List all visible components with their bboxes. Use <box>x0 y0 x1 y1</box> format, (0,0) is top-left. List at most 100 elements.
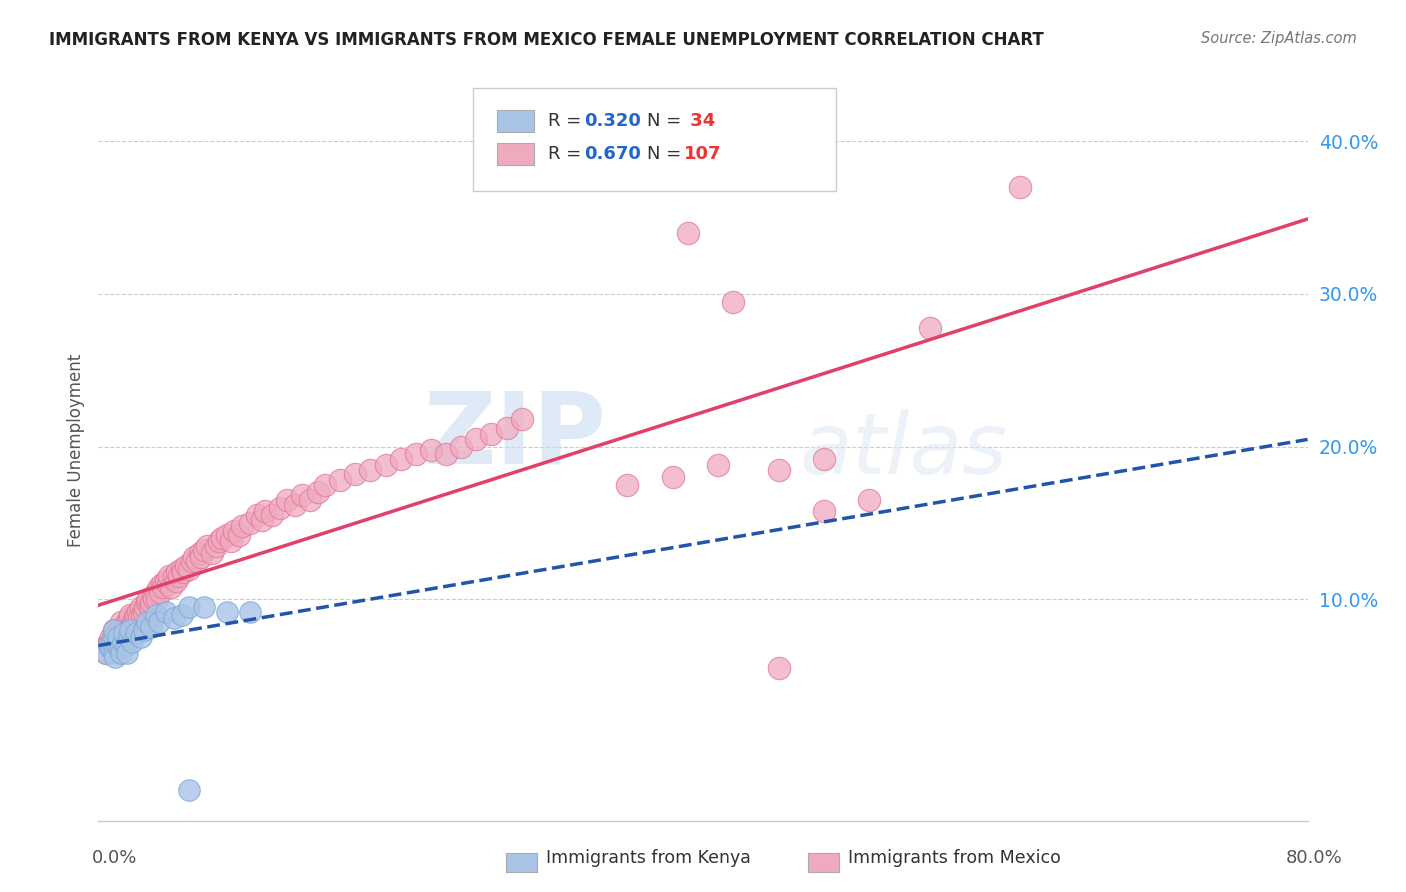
Point <box>112 626 135 640</box>
Point <box>813 451 835 466</box>
Point <box>111 635 134 649</box>
Point <box>101 635 124 649</box>
Point <box>112 620 135 634</box>
Text: R =: R = <box>548 145 588 163</box>
Point <box>165 574 187 588</box>
Point <box>100 641 122 656</box>
Point <box>186 554 208 568</box>
Point <box>616 478 638 492</box>
Text: atlas: atlas <box>800 409 1008 492</box>
Point <box>131 607 153 622</box>
Point <box>120 607 142 622</box>
FancyBboxPatch shape <box>474 87 837 191</box>
Point <box>661 470 683 484</box>
Point <box>193 599 215 614</box>
Point <box>107 635 129 649</box>
Point <box>152 580 174 594</box>
Point <box>148 615 170 630</box>
Point <box>122 615 145 630</box>
Point <box>231 519 253 533</box>
Point <box>110 615 132 630</box>
Point <box>141 620 163 634</box>
Point <box>103 623 125 637</box>
Point <box>170 607 193 622</box>
Point <box>146 592 169 607</box>
Point <box>100 631 122 645</box>
Point <box>139 599 162 614</box>
Point <box>103 623 125 637</box>
Point <box>707 458 730 472</box>
Point <box>262 508 284 523</box>
Point <box>174 558 197 573</box>
Point <box>1010 180 1032 194</box>
Point <box>215 528 238 542</box>
Point <box>269 500 291 515</box>
Point <box>111 626 134 640</box>
Text: 80.0%: 80.0% <box>1286 849 1343 867</box>
Text: N =: N = <box>647 145 688 163</box>
Text: R =: R = <box>548 112 588 130</box>
Point <box>465 432 488 446</box>
Point <box>132 605 155 619</box>
Point <box>115 646 138 660</box>
Point <box>108 623 131 637</box>
Point <box>114 623 136 637</box>
Point <box>276 493 298 508</box>
Point <box>135 595 157 609</box>
Point <box>239 605 262 619</box>
Point <box>121 620 143 634</box>
Point <box>284 498 307 512</box>
Point <box>172 565 194 579</box>
Point <box>134 599 156 614</box>
Point <box>221 534 243 549</box>
Point <box>110 631 132 645</box>
Point <box>405 447 427 461</box>
Point <box>166 565 188 579</box>
Point <box>208 534 231 549</box>
Point <box>314 478 336 492</box>
Point <box>118 631 141 645</box>
Point <box>190 549 212 564</box>
Point <box>329 473 352 487</box>
Point <box>115 615 138 630</box>
Point <box>105 638 128 652</box>
Point <box>129 599 152 614</box>
Point <box>142 589 165 603</box>
Text: 0.0%: 0.0% <box>91 849 136 867</box>
Point <box>239 516 262 530</box>
Point <box>723 294 745 309</box>
Point <box>128 610 150 624</box>
Point <box>155 605 177 619</box>
Point <box>170 562 193 576</box>
FancyBboxPatch shape <box>498 144 534 165</box>
Point <box>211 531 233 545</box>
Point <box>148 580 170 594</box>
Point <box>108 641 131 656</box>
Text: Source: ZipAtlas.com: Source: ZipAtlas.com <box>1201 31 1357 46</box>
Point <box>179 599 201 614</box>
Point <box>481 427 503 442</box>
Point <box>163 610 186 624</box>
Point <box>143 592 166 607</box>
Point <box>94 646 117 660</box>
Point <box>307 485 329 500</box>
Point <box>181 554 204 568</box>
Point <box>344 467 367 482</box>
Point <box>156 577 179 591</box>
Point <box>179 783 201 797</box>
Point <box>299 493 322 508</box>
Point <box>201 547 224 561</box>
Point <box>150 577 173 591</box>
Point <box>918 320 941 334</box>
Point <box>434 447 457 461</box>
Point <box>183 549 205 564</box>
Point <box>118 631 141 645</box>
Point <box>141 595 163 609</box>
Point <box>104 631 127 645</box>
Point <box>420 442 443 457</box>
Point <box>250 513 273 527</box>
Point <box>104 650 127 665</box>
Point <box>129 631 152 645</box>
Point <box>101 641 124 656</box>
Point <box>118 610 141 624</box>
